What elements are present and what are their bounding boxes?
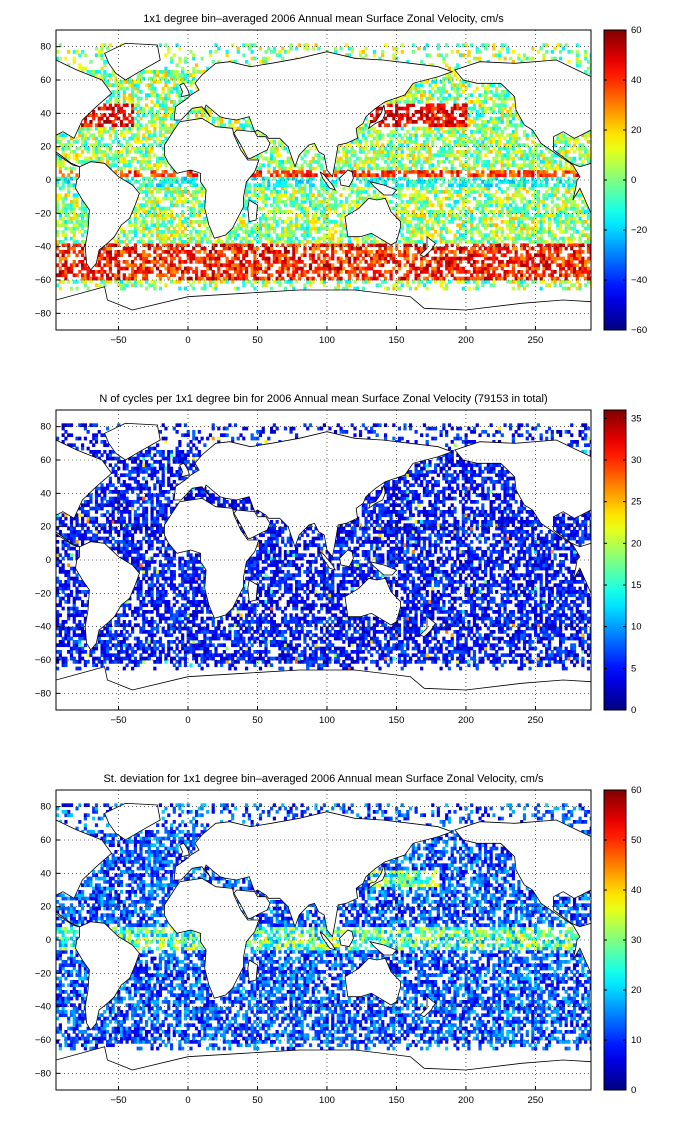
colorbar-tick-label: 60 <box>631 785 642 796</box>
y-tick-label: −80 <box>35 308 51 319</box>
y-tick-label: −20 <box>35 588 51 599</box>
y-tick-label: 20 <box>40 142 51 153</box>
y-tick-label: −60 <box>35 275 51 286</box>
colorbar-tick-label: 20 <box>631 985 642 996</box>
y-tick-label: 80 <box>40 802 51 813</box>
map-std-deviation: St. deviation for 1x1 degree bin–average… <box>0 760 696 1140</box>
chart-title: N of cycles per 1x1 degree bin for 2006 … <box>99 393 547 405</box>
y-tick-label: 60 <box>40 455 51 466</box>
colorbar-tick-label: 5 <box>631 663 636 674</box>
y-tick-label: 60 <box>40 835 51 846</box>
colorbar-tick-label: 20 <box>631 538 642 549</box>
colorbar-tick-label: 40 <box>631 75 642 86</box>
y-tick-label: −80 <box>35 688 51 699</box>
x-tick-label: 150 <box>389 335 405 346</box>
colorbar-tick-label: 30 <box>631 935 642 946</box>
chart-title: St. deviation for 1x1 degree bin–average… <box>103 773 544 785</box>
x-tick-label: −50 <box>110 715 126 726</box>
x-tick-label: 0 <box>185 1095 190 1106</box>
x-tick-label: −50 <box>110 335 126 346</box>
y-tick-label: −20 <box>35 968 51 979</box>
x-tick-label: 100 <box>319 715 335 726</box>
y-tick-label: 40 <box>40 488 51 499</box>
colorbar-tick-label: −60 <box>631 325 647 336</box>
x-tick-label: 50 <box>252 1095 263 1106</box>
panel-cycle-count: N of cycles per 1x1 degree bin for 2006 … <box>0 380 696 760</box>
colorbar-tick-label: 0 <box>631 705 636 716</box>
x-tick-label: 50 <box>252 335 263 346</box>
y-tick-label: −20 <box>35 208 51 219</box>
colorbar-tick-label: 10 <box>631 622 642 633</box>
y-tick-label: 0 <box>46 555 51 566</box>
y-tick-label: 20 <box>40 902 51 913</box>
x-tick-label: 200 <box>458 1095 474 1106</box>
y-tick-label: 0 <box>46 935 51 946</box>
colorbar-tick-label: −20 <box>631 225 647 236</box>
x-tick-label: 250 <box>527 1095 543 1106</box>
chart-title: 1x1 degree bin–averaged 2006 Annual mean… <box>143 13 504 25</box>
colorbar-tick-label: 35 <box>631 413 642 424</box>
x-tick-label: −50 <box>110 1095 126 1106</box>
colorbar-tick-label: 20 <box>631 125 642 136</box>
colorbar <box>604 410 626 710</box>
x-tick-label: 50 <box>252 715 263 726</box>
colorbar <box>604 790 626 1090</box>
y-tick-label: −60 <box>35 655 51 666</box>
colorbar-tick-label: 10 <box>631 1035 642 1046</box>
y-tick-label: −80 <box>35 1068 51 1079</box>
x-tick-label: 0 <box>185 715 190 726</box>
y-tick-label: −40 <box>35 622 51 633</box>
colorbar-tick-label: 30 <box>631 455 642 466</box>
y-tick-label: 60 <box>40 75 51 86</box>
x-tick-label: 250 <box>527 715 543 726</box>
x-tick-label: 100 <box>319 335 335 346</box>
panel-std-deviation: St. deviation for 1x1 degree bin–average… <box>0 760 696 1140</box>
y-tick-label: −60 <box>35 1035 51 1046</box>
colorbar <box>604 30 626 330</box>
colorbar-tick-label: 0 <box>631 1085 636 1096</box>
y-tick-label: −40 <box>35 242 51 253</box>
x-tick-label: 200 <box>458 335 474 346</box>
y-tick-label: 40 <box>40 108 51 119</box>
panel-zonal-velocity: 1x1 degree bin–averaged 2006 Annual mean… <box>0 0 696 380</box>
x-tick-label: 150 <box>389 1095 405 1106</box>
colorbar-tick-label: −40 <box>631 275 647 286</box>
colorbar-tick-label: 0 <box>631 175 636 186</box>
y-tick-label: −40 <box>35 1002 51 1013</box>
x-tick-label: 250 <box>527 335 543 346</box>
colorbar-tick-label: 60 <box>631 25 642 36</box>
colorbar-tick-label: 15 <box>631 580 642 591</box>
map-zonal-velocity: 1x1 degree bin–averaged 2006 Annual mean… <box>0 0 696 380</box>
y-tick-label: 20 <box>40 522 51 533</box>
x-tick-label: 0 <box>185 335 190 346</box>
x-tick-label: 200 <box>458 715 474 726</box>
colorbar-tick-label: 25 <box>631 497 642 508</box>
colorbar-tick-label: 50 <box>631 835 642 846</box>
x-tick-label: 150 <box>389 715 405 726</box>
y-tick-label: 0 <box>46 175 51 186</box>
colorbar-tick-label: 40 <box>631 885 642 896</box>
map-cycle-count: N of cycles per 1x1 degree bin for 2006 … <box>0 380 696 760</box>
y-tick-label: 80 <box>40 422 51 433</box>
y-tick-label: 80 <box>40 42 51 53</box>
x-tick-label: 100 <box>319 1095 335 1106</box>
y-tick-label: 40 <box>40 868 51 879</box>
